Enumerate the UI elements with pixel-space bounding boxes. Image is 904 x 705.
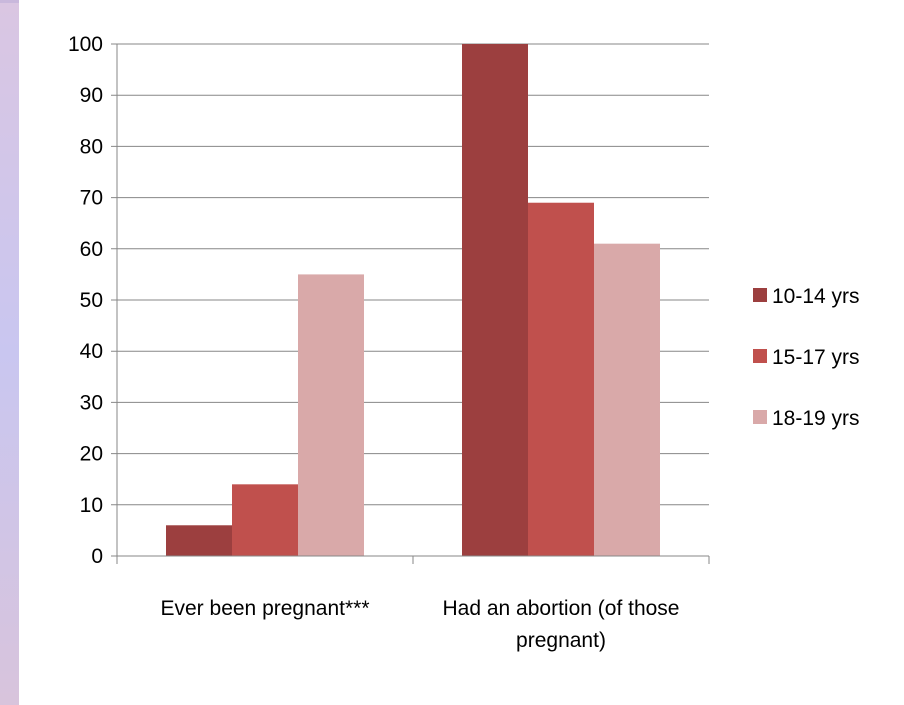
- legend-swatch: [753, 349, 767, 363]
- bar-18-19-yrs: [298, 274, 364, 556]
- bar-18-19-yrs: [594, 243, 660, 556]
- y-tick-label: 40: [80, 340, 103, 363]
- x-category-label: pregnant): [516, 629, 606, 652]
- bars: [166, 44, 660, 556]
- chart-panel: 0 10 20 30 40 50 60 70 80 90 100 Ever been pregnan…: [19, 0, 904, 705]
- y-tick-labels: 0 10 20 30 40 50 60 70 80 90 100: [68, 33, 103, 568]
- y-tick-label: 70: [80, 187, 103, 210]
- y-tick-label: 0: [91, 545, 103, 568]
- legend-label: 18-19 yrs: [772, 407, 860, 430]
- x-category-label: Had an abortion (of those: [443, 597, 680, 620]
- x-category-label: Ever been pregnant***: [161, 597, 370, 620]
- x-category-labels: Ever been pregnant*** Had an abortion (of…: [161, 597, 680, 652]
- y-tick-label: 90: [80, 84, 103, 107]
- bar-15-17-yrs: [232, 484, 298, 556]
- legend-label: 15-17 yrs: [772, 346, 860, 369]
- legend-swatch: [753, 410, 767, 424]
- legend: 10-14 yrs 15-17 yrs 18-19 yrs: [753, 285, 860, 430]
- y-tick-label: 80: [80, 135, 103, 158]
- bar-10-14-yrs: [462, 44, 528, 556]
- legend-label: 10-14 yrs: [772, 285, 860, 308]
- legend-swatch: [753, 288, 767, 302]
- y-tick-label: 10: [80, 494, 103, 517]
- y-tick-label: 100: [68, 33, 103, 56]
- y-tick-label: 30: [80, 391, 103, 414]
- background-strip: [0, 0, 19, 705]
- bar-10-14-yrs: [166, 525, 232, 556]
- y-tick-label: 50: [80, 289, 103, 312]
- y-tick-label: 60: [80, 238, 103, 261]
- axes: [111, 44, 710, 564]
- bar-chart: 0 10 20 30 40 50 60 70 80 90 100 Ever been pregnan…: [68, 33, 860, 652]
- y-tick-label: 20: [80, 443, 103, 466]
- bar-15-17-yrs: [528, 202, 594, 556]
